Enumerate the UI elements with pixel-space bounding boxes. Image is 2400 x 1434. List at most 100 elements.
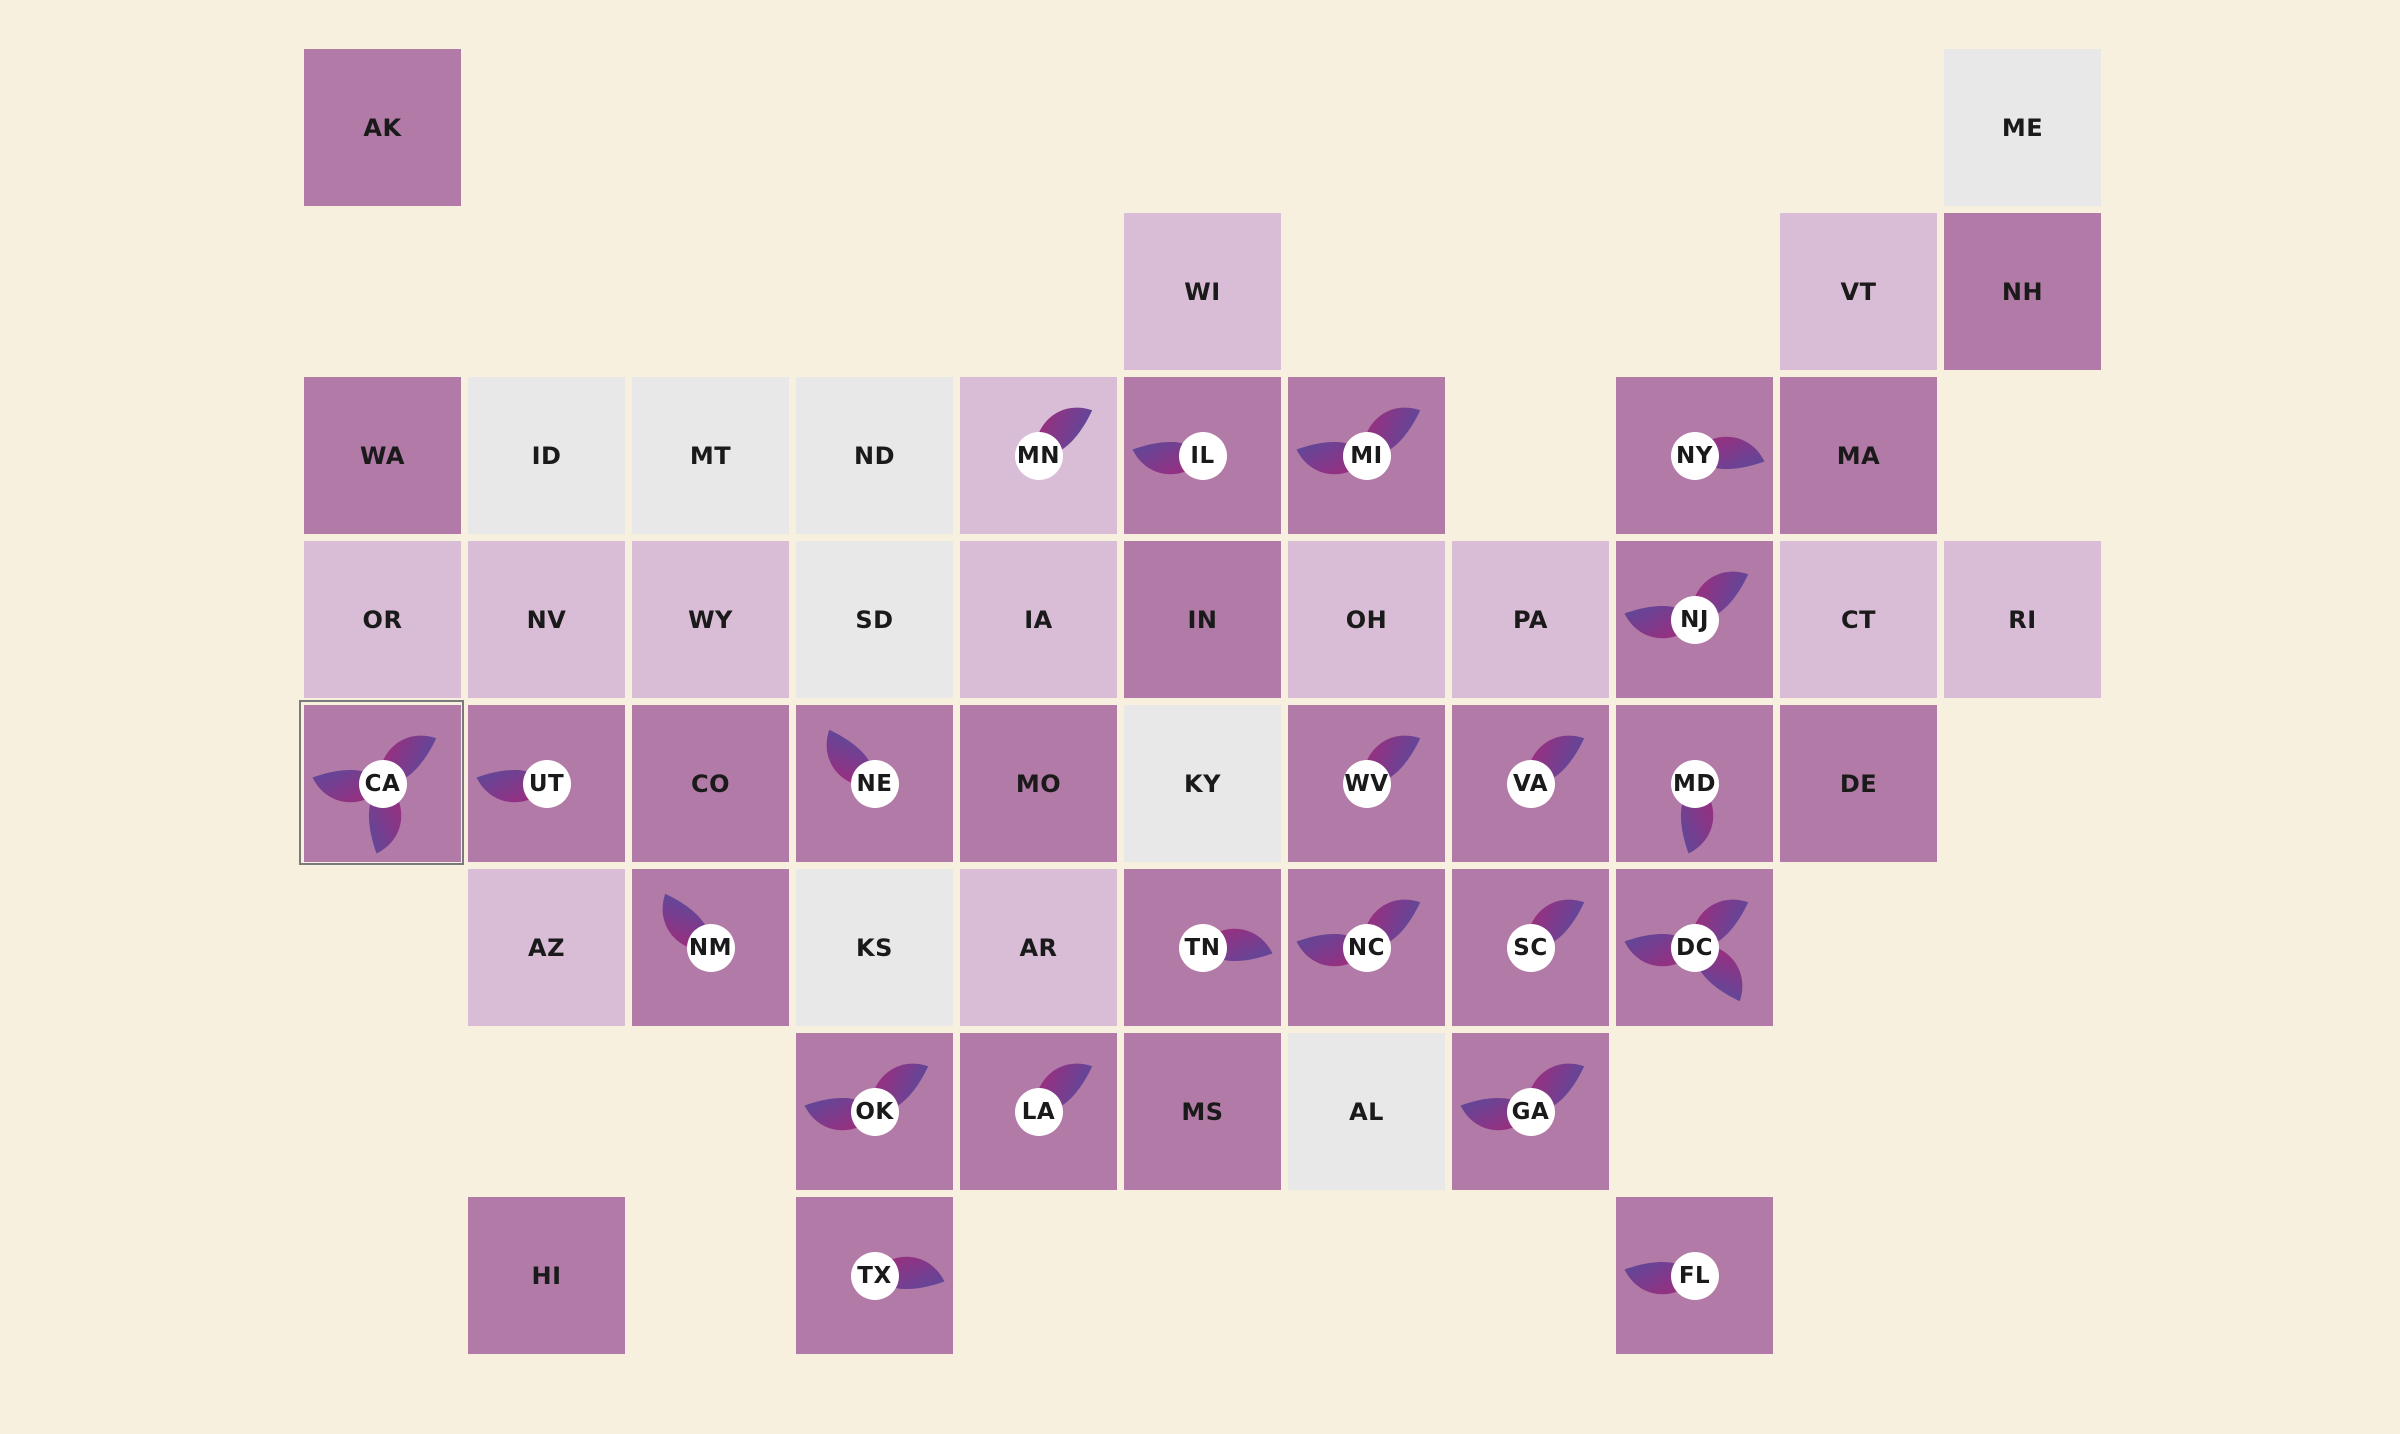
state-tile-me[interactable]: ME	[1944, 49, 2101, 206]
petal-marks	[1694, 436, 1765, 470]
state-tile-ga[interactable]: GA	[1452, 1033, 1609, 1190]
state-tile-ar[interactable]: AR	[960, 869, 1117, 1026]
state-label-wrapper: IN	[1124, 541, 1281, 698]
state-label-wrapper: MA	[1780, 377, 1937, 534]
state-label: OH	[1345, 605, 1388, 634]
state-tile-ut[interactable]: UT	[468, 705, 625, 862]
state-tile-ri[interactable]: RI	[1944, 541, 2101, 698]
state-label-wrapper: WY	[632, 541, 789, 698]
petal-ne	[1036, 1063, 1093, 1112]
state-tile-mn[interactable]: MN	[960, 377, 1117, 534]
state-label: ID	[531, 441, 562, 470]
state-tile-ca[interactable]: CA	[299, 700, 464, 865]
state-tile-tx[interactable]: TX	[796, 1197, 953, 1354]
state-label-wrapper: AK	[304, 49, 461, 206]
state-tile-la[interactable]: LA	[960, 1033, 1117, 1190]
state-tile-ne[interactable]: NE	[796, 705, 953, 862]
state-tile-sc[interactable]: SC	[1452, 869, 1609, 1026]
state-label: KS	[856, 933, 893, 962]
state-label-wrapper: ND	[796, 377, 953, 534]
state-label: SD	[855, 605, 894, 634]
state-tile-mo[interactable]: MO	[960, 705, 1117, 862]
state-label: AR	[1019, 933, 1058, 962]
state-tile-mi[interactable]: MI	[1288, 377, 1445, 534]
state-tile-in[interactable]: IN	[1124, 541, 1281, 698]
state-label: HI	[531, 1261, 562, 1290]
state-label: WA	[360, 441, 405, 470]
state-tile-ny[interactable]: NY	[1616, 377, 1773, 534]
state-tile-de[interactable]: DE	[1780, 705, 1937, 862]
state-label: DE	[1839, 769, 1878, 798]
state-label-wrapper: WA	[304, 377, 461, 534]
state-tile-nj[interactable]: NJ	[1616, 541, 1773, 698]
state-tile-or[interactable]: OR	[304, 541, 461, 698]
petal-marks	[1036, 407, 1093, 456]
petal-marks	[1624, 899, 1749, 1002]
state-label: PA	[1513, 605, 1548, 634]
state-tile-hi[interactable]: HI	[468, 1197, 625, 1354]
state-tile-ok[interactable]: OK	[796, 1033, 953, 1190]
state-tile-oh[interactable]: OH	[1288, 541, 1445, 698]
petal-nw	[662, 893, 711, 950]
state-label: CT	[1841, 605, 1876, 634]
state-label: VT	[1840, 277, 1877, 306]
state-tile-al[interactable]: AL	[1288, 1033, 1445, 1190]
state-label-wrapper: SD	[796, 541, 953, 698]
state-tile-dc[interactable]: DC	[1616, 869, 1773, 1026]
state-label: IA	[1024, 605, 1053, 634]
petal-marks	[1460, 1063, 1585, 1131]
petal-marks	[1296, 407, 1421, 475]
state-tile-nh[interactable]: NH	[1944, 213, 2101, 370]
petal-marks	[1680, 783, 1714, 854]
state-label: KY	[1184, 769, 1221, 798]
state-tile-va[interactable]: VA	[1452, 705, 1609, 862]
state-tile-wa[interactable]: WA	[304, 377, 461, 534]
petal-marks	[804, 1063, 929, 1131]
state-tile-ct[interactable]: CT	[1780, 541, 1937, 698]
state-label: IN	[1187, 605, 1218, 634]
state-label-wrapper: OR	[304, 541, 461, 698]
petal-w	[1132, 441, 1203, 475]
state-tile-wi[interactable]: WI	[1124, 213, 1281, 370]
state-tile-ma[interactable]: MA	[1780, 377, 1937, 534]
state-tile-nd[interactable]: ND	[796, 377, 953, 534]
state-label-wrapper: ME	[1944, 49, 2101, 206]
petal-marks	[1202, 928, 1273, 962]
state-label-wrapper: OH	[1288, 541, 1445, 698]
state-label: NV	[526, 605, 567, 634]
petal-marks	[1036, 1063, 1093, 1112]
state-tile-nc[interactable]: NC	[1288, 869, 1445, 1026]
state-tile-vt[interactable]: VT	[1780, 213, 1937, 370]
state-tile-sd[interactable]: SD	[796, 541, 953, 698]
state-tile-az[interactable]: AZ	[468, 869, 625, 1026]
state-label: WY	[688, 605, 733, 634]
state-tile-pa[interactable]: PA	[1452, 541, 1609, 698]
petal-w	[476, 769, 547, 803]
petal-w	[1624, 605, 1695, 639]
state-tile-ky[interactable]: KY	[1124, 705, 1281, 862]
state-label: AL	[1349, 1097, 1384, 1126]
state-tile-ks[interactable]: KS	[796, 869, 953, 1026]
state-tile-mt[interactable]: MT	[632, 377, 789, 534]
petal-marks	[312, 735, 437, 854]
petal-marks	[1296, 899, 1421, 967]
state-tile-il[interactable]: IL	[1124, 377, 1281, 534]
state-label: OR	[362, 605, 403, 634]
state-tile-md[interactable]: MD	[1616, 705, 1773, 862]
state-label-wrapper: HI	[468, 1197, 625, 1354]
state-tile-wv[interactable]: WV	[1288, 705, 1445, 862]
state-tile-ak[interactable]: AK	[304, 49, 461, 206]
state-tile-co[interactable]: CO	[632, 705, 789, 862]
state-tile-tn[interactable]: TN	[1124, 869, 1281, 1026]
state-label-wrapper: MT	[632, 377, 789, 534]
state-label-wrapper: NV	[468, 541, 625, 698]
state-tile-wy[interactable]: WY	[632, 541, 789, 698]
petal-w	[1460, 1097, 1531, 1131]
state-tile-id[interactable]: ID	[468, 377, 625, 534]
state-tile-nv[interactable]: NV	[468, 541, 625, 698]
state-tile-ms[interactable]: MS	[1124, 1033, 1281, 1190]
state-tile-fl[interactable]: FL	[1616, 1197, 1773, 1354]
state-tile-ia[interactable]: IA	[960, 541, 1117, 698]
state-tile-nm[interactable]: NM	[632, 869, 789, 1026]
